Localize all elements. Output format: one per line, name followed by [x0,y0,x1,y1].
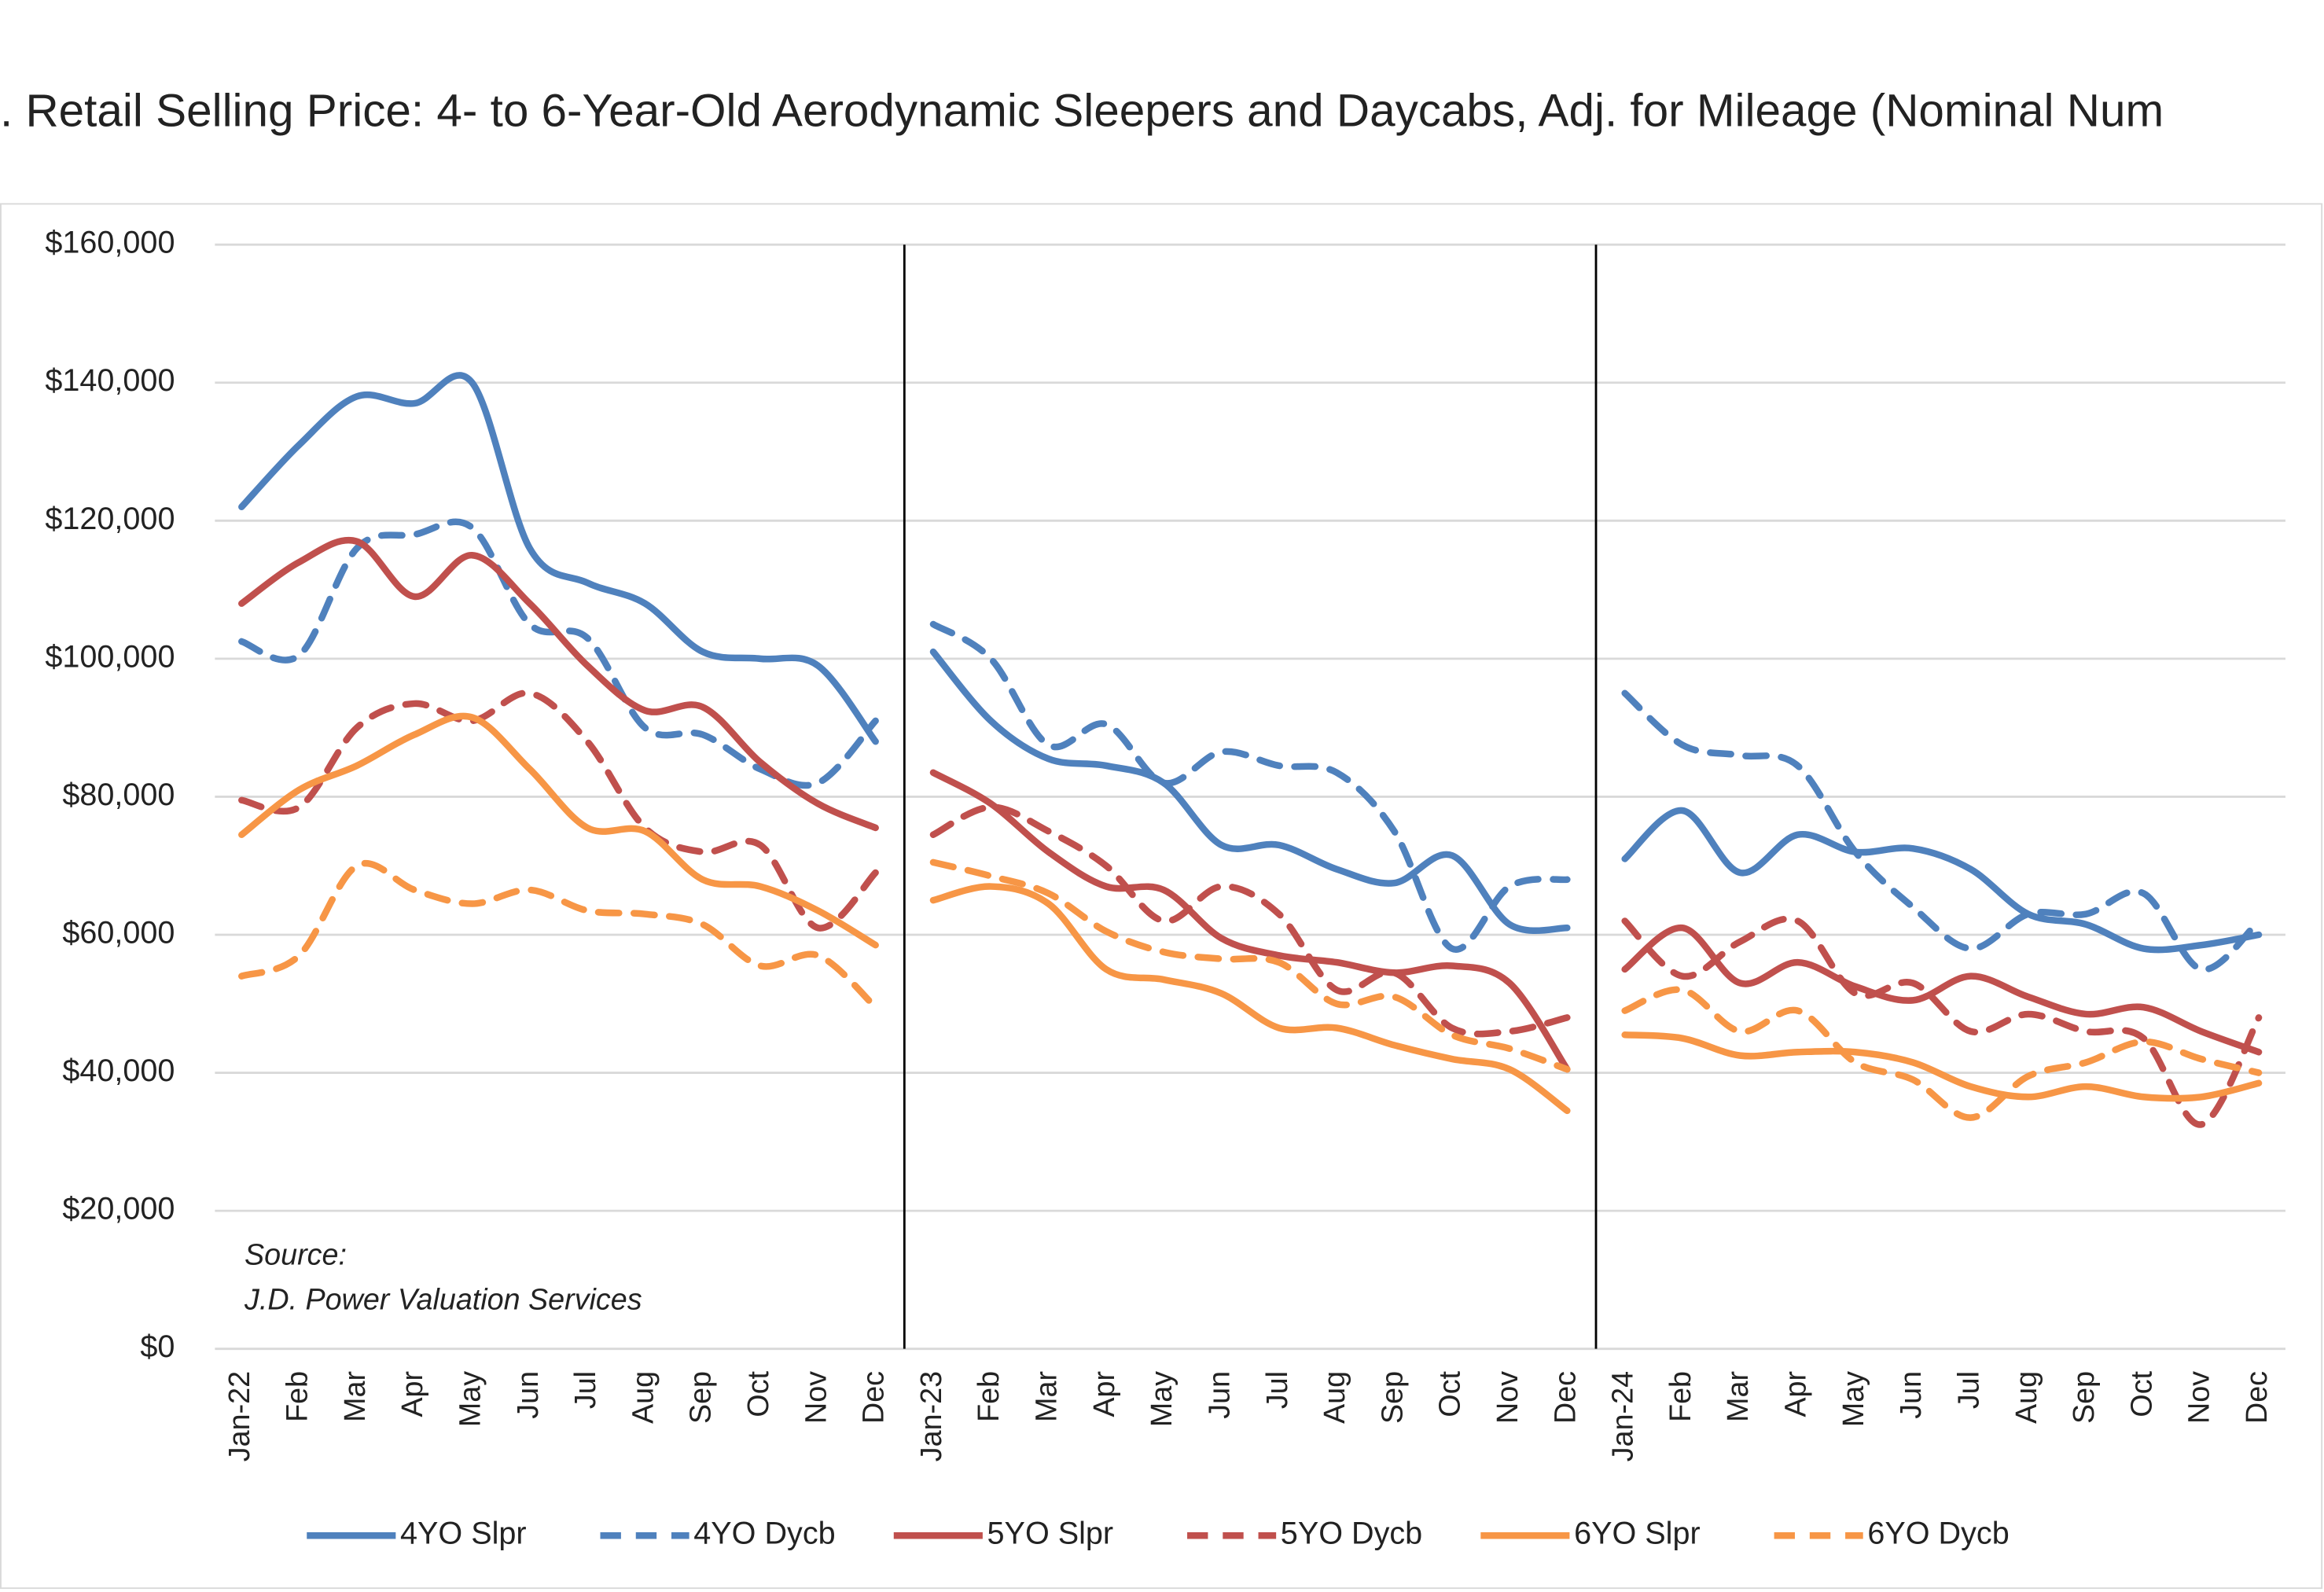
x-tick-label: Jul [568,1371,601,1409]
y-tick-label: $160,000 [45,226,175,260]
annotation: Source: [245,1238,347,1271]
x-tick-label: May [453,1371,486,1427]
series-line [929,620,1571,953]
y-tick-label: $80,000 [62,778,175,812]
x-tick-label: Mar [1030,1371,1063,1422]
series-line [1621,986,2263,1121]
series-line [238,712,879,949]
x-tick-label: Apr [1779,1371,1812,1417]
x-tick-label: Dec [1548,1371,1581,1424]
y-tick-label: $20,000 [62,1192,175,1226]
x-tick-label: Sep [1375,1371,1408,1424]
x-tick-label: Aug [2010,1371,2043,1424]
x-tick-label: Oct [1433,1370,1466,1417]
y-tick-label: $120,000 [45,502,175,536]
x-tick-label: Jan-24 [1606,1371,1639,1461]
legend-label: 5YO Dycb [1281,1517,1422,1551]
series-line [929,883,1571,1115]
chart-title: . Retail Selling Price: 4- to 6-Year-Old… [0,86,2164,137]
series-line [238,372,879,745]
x-tick-label: Feb [281,1371,314,1422]
legend-label: 6YO Slpr [1574,1517,1701,1551]
legend-label: 5YO Slpr [987,1517,1114,1551]
x-tick-label: Dec [857,1371,890,1424]
x-tick-label: Feb [1664,1371,1697,1422]
x-tick-label: Jun [1202,1371,1235,1419]
series-line [1621,807,2263,954]
x-tick-label: Dec [2240,1371,2273,1424]
x-tick-label: Nov [1491,1371,1524,1424]
x-tick-label: Oct [741,1370,774,1417]
x-tick-label: May [1837,1371,1870,1427]
x-tick-label: Jul [1260,1371,1293,1409]
y-tick-label: $40,000 [62,1053,175,1088]
x-tick-label: Jul [1951,1371,1984,1409]
series-line [1621,924,2263,1056]
y-tick-label: $0 [140,1329,175,1364]
x-tick-label: Aug [626,1371,659,1424]
legend: 4YO Slpr 4YO Dycb 5YO Slpr 5YO Dycb 6YO Slpr… [307,1517,2010,1551]
x-tick-label: Mar [338,1371,371,1422]
x-tick-label: Nov [799,1371,832,1424]
y-tick-label: $140,000 [45,363,175,398]
series-line [238,689,879,932]
series-line [929,859,1571,1073]
series-line [238,518,879,789]
series-line [929,769,1571,1073]
x-tick-label: Jun [1894,1371,1927,1419]
x-tick-label: Nov [2182,1371,2216,1424]
series-line [238,537,879,832]
series-line [1621,915,2263,1128]
series-line [929,803,1571,1038]
x-tick-label: May [1145,1371,1178,1427]
x-tick-label: Apr [395,1371,428,1417]
x-tick-label: Jun [511,1371,544,1419]
x-tick-label: Oct [2124,1370,2157,1417]
y-tick-label: $60,000 [62,915,175,950]
series-line [1621,1031,2263,1102]
annotation: J.D. Power Valuation Services [244,1282,642,1315]
series-line [929,648,1571,934]
legend-label: 6YO Dycb [1867,1517,2009,1551]
x-tick-label: Jan-23 [914,1371,947,1461]
x-tick-label: Jan-22 [222,1371,256,1461]
x-tick-label: Mar [1721,1371,1754,1422]
x-tick-label: Feb [972,1371,1005,1422]
series-line [238,860,879,1011]
x-tick-label: Sep [684,1371,717,1424]
x-tick-label: Aug [1318,1371,1351,1424]
legend-label: 4YO Dycb [693,1517,835,1551]
y-tick-label: $100,000 [45,639,175,674]
x-tick-label: Sep [2067,1371,2100,1424]
x-tick-label: Apr [1087,1371,1120,1417]
chart-frame [0,203,2323,1590]
legend-label: 4YO Slpr [400,1517,527,1551]
